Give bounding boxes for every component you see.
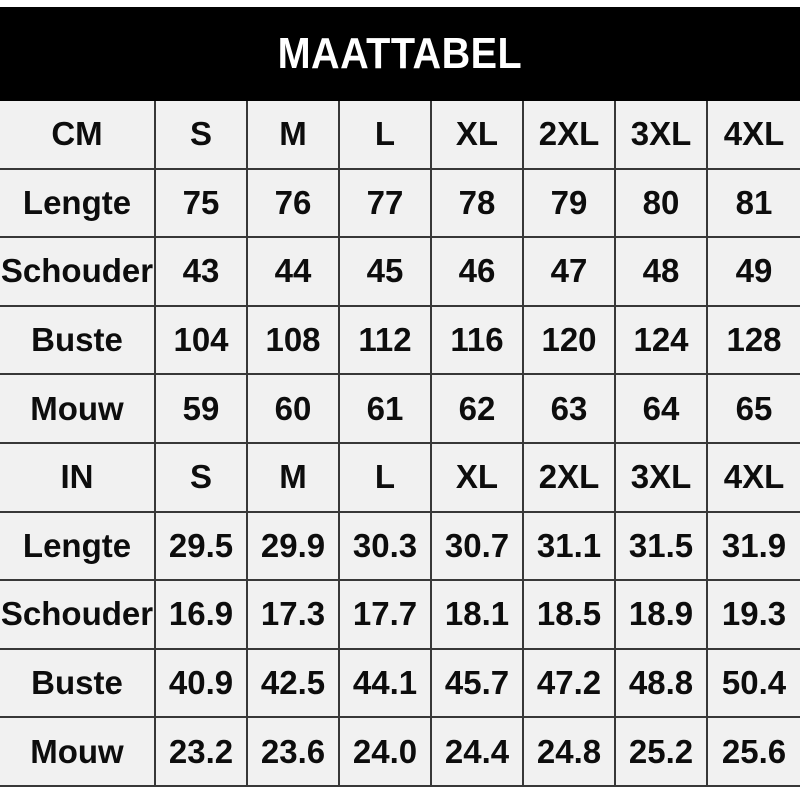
size-table-body: CM S M L XL 2XL 3XL 4XL Lengte 75 76 77 78 79 80 81 Scho… bbox=[0, 101, 800, 787]
value-cell: 50.4 bbox=[706, 647, 800, 719]
value-cell: 47.2 bbox=[522, 647, 616, 719]
size-header-cell: 2XL bbox=[522, 441, 616, 513]
value-cell: 18.9 bbox=[614, 579, 708, 650]
value-cell: 19.3 bbox=[706, 579, 800, 650]
value-cell: 18.5 bbox=[522, 579, 616, 650]
size-header-cell: 4XL bbox=[706, 101, 800, 170]
value-cell: 25.6 bbox=[706, 716, 800, 787]
value-cell: 24.8 bbox=[522, 716, 616, 787]
size-header-cell: S bbox=[154, 441, 248, 513]
table-row: Schouder 16.9 17.3 17.7 18.1 18.5 18.9 19.3 bbox=[0, 579, 800, 650]
value-cell: 78 bbox=[430, 167, 524, 239]
value-cell: 16.9 bbox=[154, 579, 248, 650]
value-cell: 40.9 bbox=[154, 647, 248, 719]
value-cell: 47 bbox=[522, 236, 616, 307]
size-header-cell: 4XL bbox=[706, 441, 800, 513]
table-row: Mouw 23.2 23.6 24.0 24.4 24.8 25.2 25.6 bbox=[0, 716, 800, 787]
value-cell: 48 bbox=[614, 236, 708, 307]
value-cell: 124 bbox=[614, 304, 708, 376]
table-row: Mouw 59 60 61 62 63 64 65 bbox=[0, 373, 800, 444]
value-cell: 64 bbox=[614, 373, 708, 444]
value-cell: 75 bbox=[154, 167, 248, 239]
value-cell: 116 bbox=[430, 304, 524, 376]
value-cell: 60 bbox=[246, 373, 340, 444]
unit-header-cell: CM bbox=[0, 101, 156, 170]
unit-header-cell: IN bbox=[0, 441, 156, 513]
value-cell: 25.2 bbox=[614, 716, 708, 787]
row-label-cell: Mouw bbox=[0, 716, 156, 787]
top-margin-strip bbox=[0, 0, 800, 7]
value-cell: 108 bbox=[246, 304, 340, 376]
value-cell: 31.9 bbox=[706, 510, 800, 582]
value-cell: 112 bbox=[338, 304, 432, 376]
value-cell: 24.0 bbox=[338, 716, 432, 787]
table-row: Schouder 43 44 45 46 47 48 49 bbox=[0, 236, 800, 307]
value-cell: 30.7 bbox=[430, 510, 524, 582]
table-row: Buste 104 108 112 116 120 124 128 bbox=[0, 304, 800, 376]
row-label-cell: Lengte bbox=[0, 510, 156, 582]
value-cell: 48.8 bbox=[614, 647, 708, 719]
value-cell: 76 bbox=[246, 167, 340, 239]
value-cell: 45 bbox=[338, 236, 432, 307]
row-label-cell: Mouw bbox=[0, 373, 156, 444]
table-row: Lengte 75 76 77 78 79 80 81 bbox=[0, 167, 800, 239]
value-cell: 30.3 bbox=[338, 510, 432, 582]
value-cell: 42.5 bbox=[246, 647, 340, 719]
table-row: Lengte 29.5 29.9 30.3 30.7 31.1 31.5 31.9 bbox=[0, 510, 800, 582]
value-cell: 29.9 bbox=[246, 510, 340, 582]
value-cell: 45.7 bbox=[430, 647, 524, 719]
value-cell: 23.2 bbox=[154, 716, 248, 787]
value-cell: 17.3 bbox=[246, 579, 340, 650]
value-cell: 23.6 bbox=[246, 716, 340, 787]
value-cell: 59 bbox=[154, 373, 248, 444]
value-cell: 62 bbox=[430, 373, 524, 444]
value-cell: 43 bbox=[154, 236, 248, 307]
value-cell: 80 bbox=[614, 167, 708, 239]
size-header-cell: L bbox=[338, 101, 432, 170]
size-header-cell: 3XL bbox=[614, 441, 708, 513]
value-cell: 77 bbox=[338, 167, 432, 239]
value-cell: 44 bbox=[246, 236, 340, 307]
value-cell: 120 bbox=[522, 304, 616, 376]
value-cell: 31.1 bbox=[522, 510, 616, 582]
value-cell: 29.5 bbox=[154, 510, 248, 582]
value-cell: 63 bbox=[522, 373, 616, 444]
value-cell: 44.1 bbox=[338, 647, 432, 719]
size-header-cell: XL bbox=[430, 441, 524, 513]
value-cell: 49 bbox=[706, 236, 800, 307]
table-row: IN S M L XL 2XL 3XL 4XL bbox=[0, 441, 800, 513]
size-table: CM S M L XL 2XL 3XL 4XL Lengte 75 76 77 78 79 80 81 Scho… bbox=[0, 101, 800, 787]
size-header-cell: L bbox=[338, 441, 432, 513]
row-label-cell: Schouder bbox=[0, 579, 156, 650]
row-label-cell: Buste bbox=[0, 647, 156, 719]
value-cell: 104 bbox=[154, 304, 248, 376]
size-header-cell: 3XL bbox=[614, 101, 708, 170]
table-title: MAATTABEL bbox=[277, 29, 523, 78]
row-label-cell: Buste bbox=[0, 304, 156, 376]
value-cell: 46 bbox=[430, 236, 524, 307]
size-header-cell: S bbox=[154, 101, 248, 170]
value-cell: 61 bbox=[338, 373, 432, 444]
table-row: CM S M L XL 2XL 3XL 4XL bbox=[0, 101, 800, 170]
size-header-cell: M bbox=[246, 441, 340, 513]
size-header-cell: M bbox=[246, 101, 340, 170]
value-cell: 17.7 bbox=[338, 579, 432, 650]
size-header-cell: 2XL bbox=[522, 101, 616, 170]
value-cell: 79 bbox=[522, 167, 616, 239]
table-row: Buste 40.9 42.5 44.1 45.7 47.2 48.8 50.4 bbox=[0, 647, 800, 719]
value-cell: 24.4 bbox=[430, 716, 524, 787]
table-title-bar: MAATTABEL bbox=[0, 7, 800, 101]
row-label-cell: Schouder bbox=[0, 236, 156, 307]
value-cell: 18.1 bbox=[430, 579, 524, 650]
row-label-cell: Lengte bbox=[0, 167, 156, 239]
value-cell: 81 bbox=[706, 167, 800, 239]
value-cell: 128 bbox=[706, 304, 800, 376]
value-cell: 31.5 bbox=[614, 510, 708, 582]
value-cell: 65 bbox=[706, 373, 800, 444]
size-header-cell: XL bbox=[430, 101, 524, 170]
